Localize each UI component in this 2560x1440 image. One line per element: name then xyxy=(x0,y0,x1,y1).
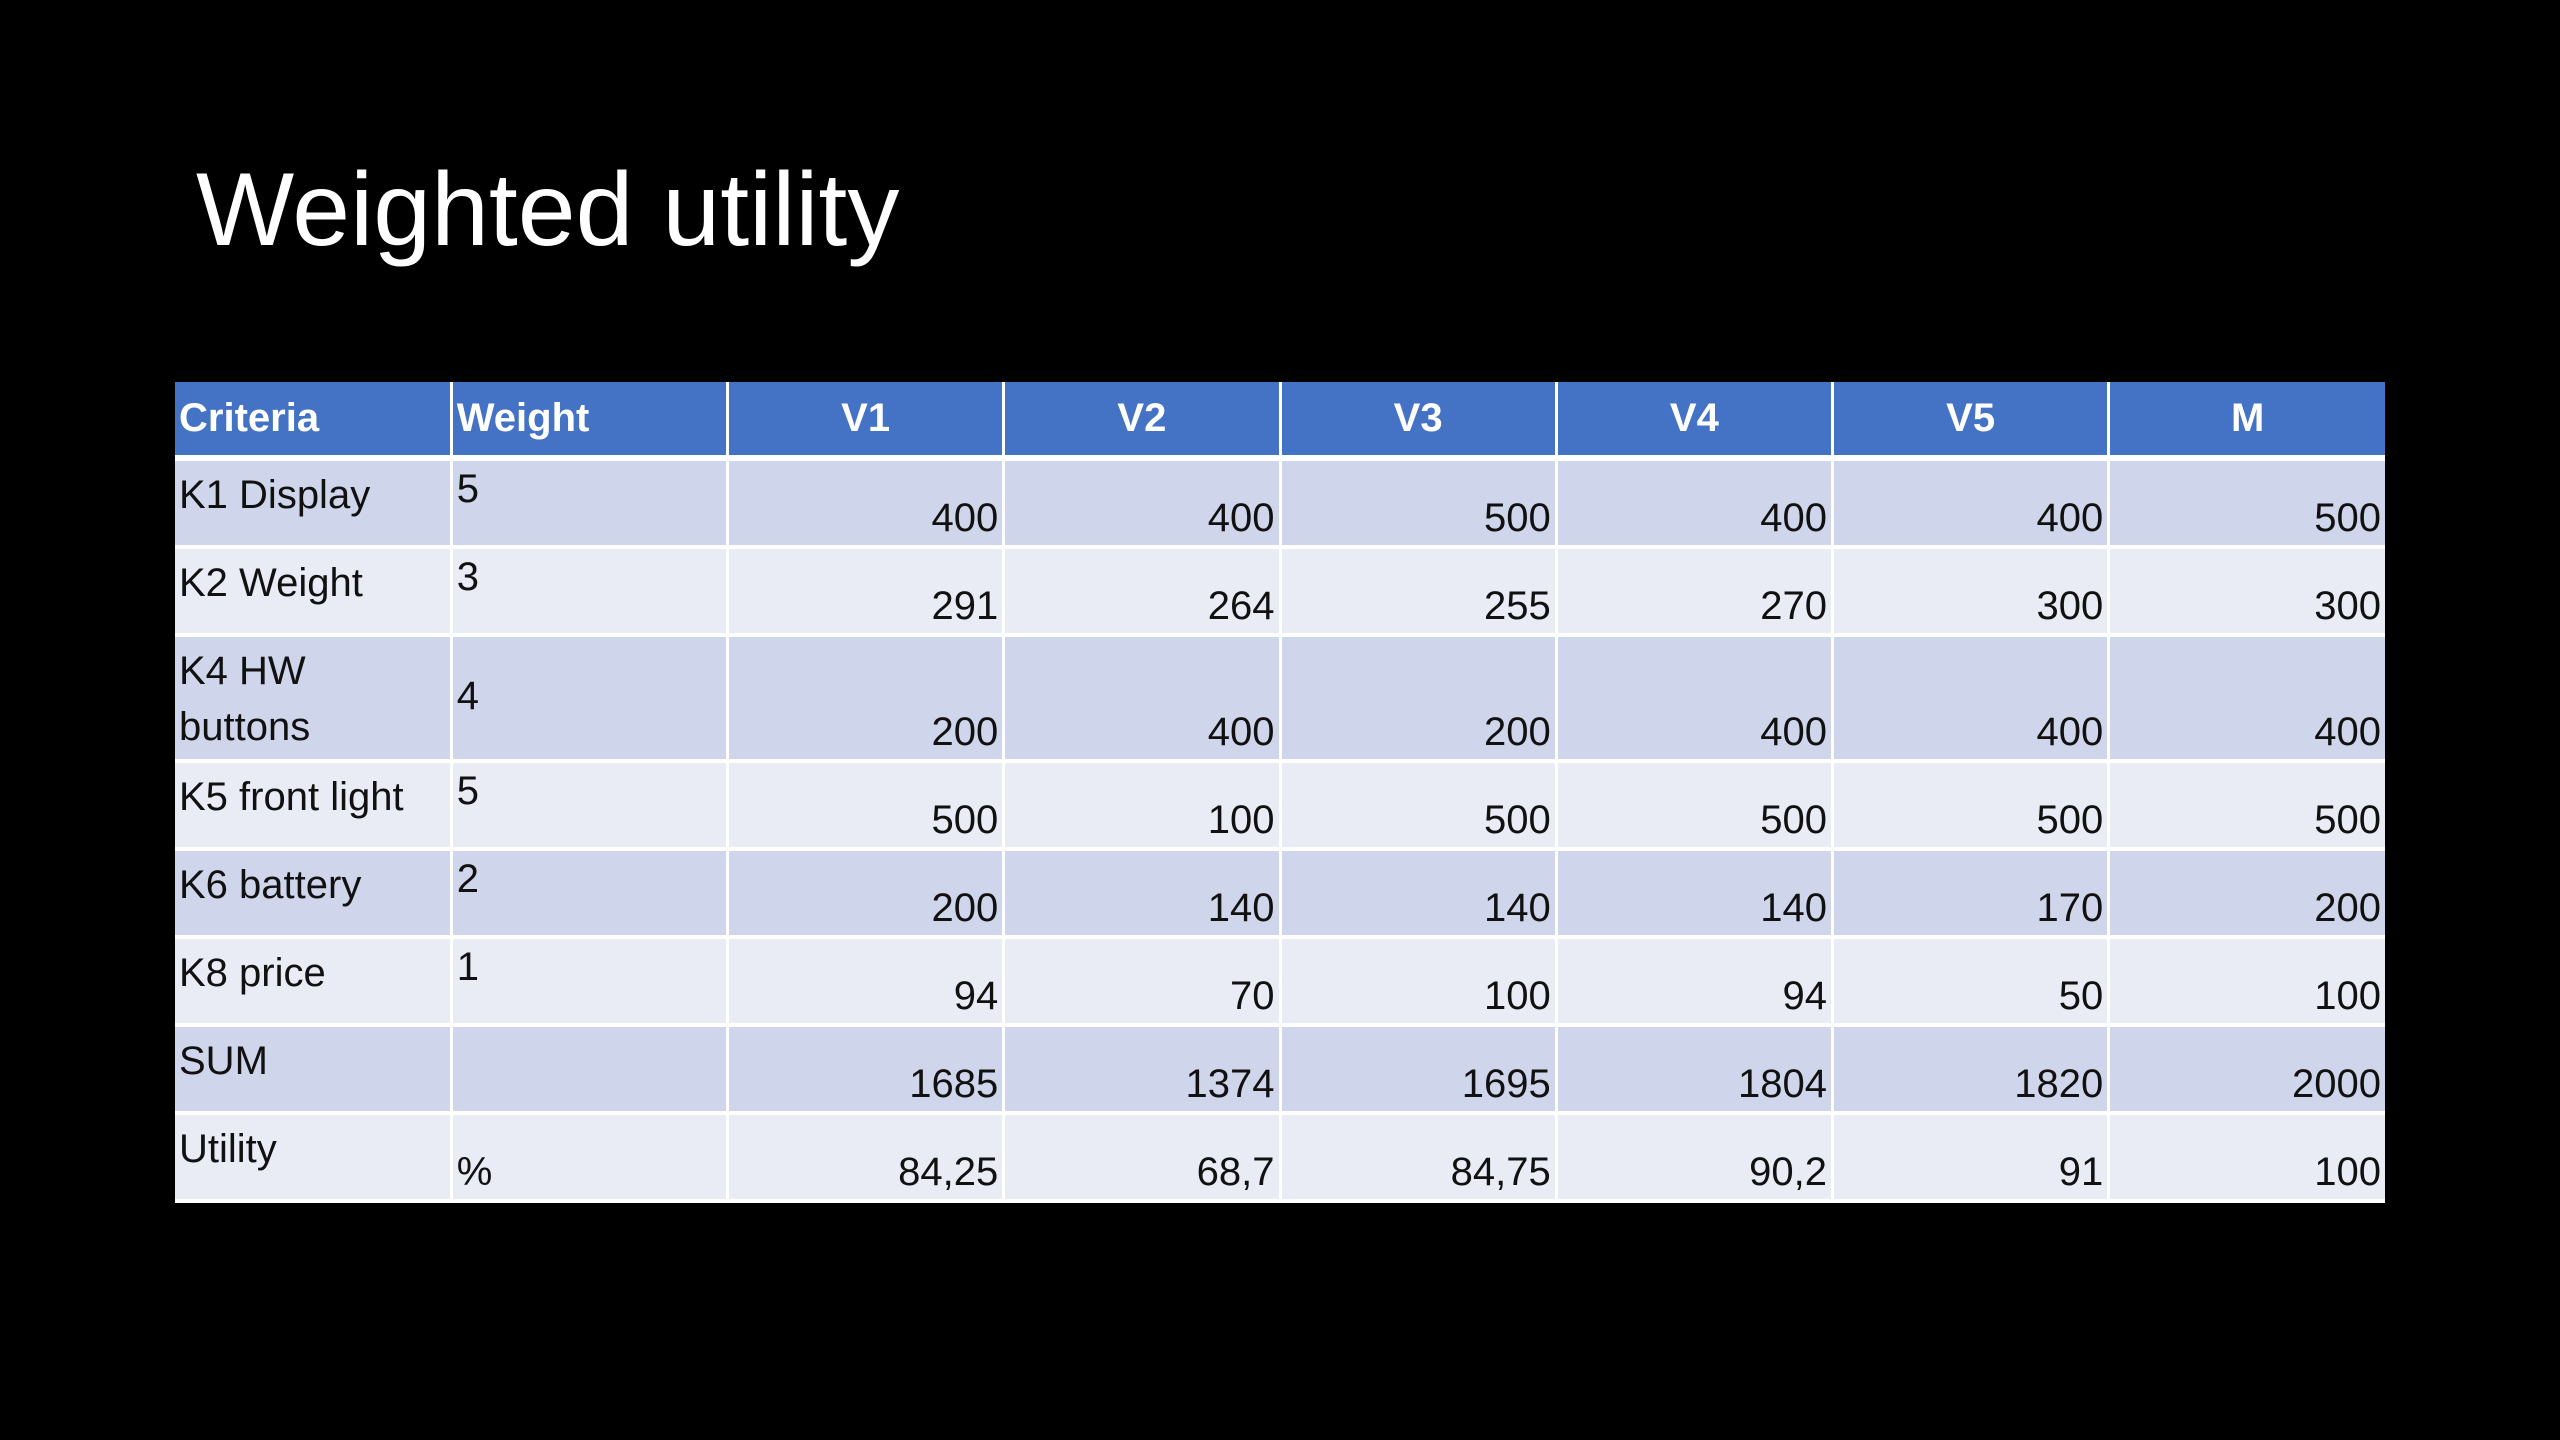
value-cell-v1: 84,25 xyxy=(727,1113,1006,1203)
value-cell-v5: 91 xyxy=(1832,1113,2111,1203)
value-cell-v5: 50 xyxy=(1832,937,2111,1027)
value-cell-v4: 140 xyxy=(1556,849,1835,939)
value-cell-v1: 200 xyxy=(727,635,1006,763)
value-cell-v2: 264 xyxy=(1003,547,1282,637)
header-v4: V4 xyxy=(1556,382,1835,461)
value-cell-m: 200 xyxy=(2108,849,2385,939)
slide-title: Weighted utility xyxy=(196,152,900,268)
criteria-cell: SUM xyxy=(175,1025,453,1115)
criteria-cell: K2 Weight xyxy=(175,547,453,637)
value-cell-v5: 170 xyxy=(1832,849,2111,939)
value-cell-v3: 84,75 xyxy=(1280,1113,1558,1203)
value-cell-v5: 300 xyxy=(1832,547,2111,637)
value-cell-v3: 140 xyxy=(1280,849,1558,939)
value-cell-v4: 400 xyxy=(1556,635,1835,763)
table-container: Criteria Weight V1 V2 V3 V4 V5 M K1 Disp… xyxy=(175,382,2385,1203)
weight-cell: % xyxy=(451,1113,730,1203)
value-cell-m: 100 xyxy=(2108,937,2385,1027)
value-cell-v5: 400 xyxy=(1832,635,2111,763)
weight-cell: 2 xyxy=(451,849,730,939)
value-cell-v3: 100 xyxy=(1280,937,1558,1027)
value-cell-v2: 1374 xyxy=(1003,1025,1282,1115)
weight-cell: 5 xyxy=(451,761,730,851)
criteria-cell: K5 front light xyxy=(175,761,453,851)
value-cell-m: 2000 xyxy=(2108,1025,2385,1115)
header-criteria: Criteria xyxy=(175,382,453,461)
value-cell-v1: 200 xyxy=(727,849,1006,939)
criteria-cell: Utility xyxy=(175,1113,453,1203)
value-cell-v4: 1804 xyxy=(1556,1025,1835,1115)
value-cell-v4: 94 xyxy=(1556,937,1835,1027)
value-cell-v2: 70 xyxy=(1003,937,1282,1027)
value-cell-v2: 140 xyxy=(1003,849,1282,939)
value-cell-v3: 200 xyxy=(1280,635,1558,763)
criteria-cell: K8 price xyxy=(175,937,453,1027)
utility-row: Utility % 84,25 68,7 84,75 90,2 91 100 xyxy=(175,1113,2385,1203)
weight-cell: 1 xyxy=(451,937,730,1027)
table-row: K8 price 1 94 70 100 94 50 100 xyxy=(175,937,2385,1027)
value-cell-v1: 500 xyxy=(727,761,1006,851)
weight-cell: 3 xyxy=(451,547,730,637)
table-row: K6 battery 2 200 140 140 140 170 200 xyxy=(175,849,2385,939)
value-cell-v3: 500 xyxy=(1280,458,1558,549)
value-cell-v4: 90,2 xyxy=(1556,1113,1835,1203)
value-cell-v4: 500 xyxy=(1556,761,1835,851)
criteria-cell: K1 Display xyxy=(175,458,453,549)
value-cell-v4: 400 xyxy=(1556,458,1835,549)
value-cell-v2: 400 xyxy=(1003,458,1282,549)
table-row: K4 HW buttons 4 200 400 200 400 400 400 xyxy=(175,635,2385,763)
header-v3: V3 xyxy=(1280,382,1558,461)
criteria-cell: K4 HW buttons xyxy=(175,635,453,763)
value-cell-v2: 68,7 xyxy=(1003,1113,1282,1203)
weighted-utility-table: Criteria Weight V1 V2 V3 V4 V5 M K1 Disp… xyxy=(175,382,2385,1203)
value-cell-v1: 1685 xyxy=(727,1025,1006,1115)
header-m: M xyxy=(2108,382,2385,461)
table-row: K5 front light 5 500 100 500 500 500 500 xyxy=(175,761,2385,851)
value-cell-m: 300 xyxy=(2108,547,2385,637)
value-cell-m: 100 xyxy=(2108,1113,2385,1203)
value-cell-m: 500 xyxy=(2108,458,2385,549)
value-cell-v5: 500 xyxy=(1832,761,2111,851)
weight-cell: 4 xyxy=(451,635,730,763)
value-cell-m: 500 xyxy=(2108,761,2385,851)
value-cell-v5: 1820 xyxy=(1832,1025,2111,1115)
value-cell-v3: 500 xyxy=(1280,761,1558,851)
sum-row: SUM 1685 1374 1695 1804 1820 2000 xyxy=(175,1025,2385,1115)
value-cell-v5: 400 xyxy=(1832,458,2111,549)
value-cell-v2: 100 xyxy=(1003,761,1282,851)
value-cell-v1: 291 xyxy=(727,547,1006,637)
header-v1: V1 xyxy=(727,382,1006,461)
weight-cell xyxy=(451,1025,730,1115)
criteria-cell: K6 battery xyxy=(175,849,453,939)
table-row: K1 Display 5 400 400 500 400 400 500 xyxy=(175,458,2385,549)
value-cell-v3: 255 xyxy=(1280,547,1558,637)
header-v2: V2 xyxy=(1003,382,1282,461)
value-cell-v1: 94 xyxy=(727,937,1006,1027)
weight-cell: 5 xyxy=(451,458,730,549)
table-row: K2 Weight 3 291 264 255 270 300 300 xyxy=(175,547,2385,637)
value-cell-v2: 400 xyxy=(1003,635,1282,763)
value-cell-v3: 1695 xyxy=(1280,1025,1558,1115)
value-cell-v1: 400 xyxy=(727,458,1006,549)
value-cell-v4: 270 xyxy=(1556,547,1835,637)
value-cell-m: 400 xyxy=(2108,635,2385,763)
header-weight: Weight xyxy=(451,382,730,461)
header-v5: V5 xyxy=(1832,382,2111,461)
header-row: Criteria Weight V1 V2 V3 V4 V5 M xyxy=(175,382,2385,461)
